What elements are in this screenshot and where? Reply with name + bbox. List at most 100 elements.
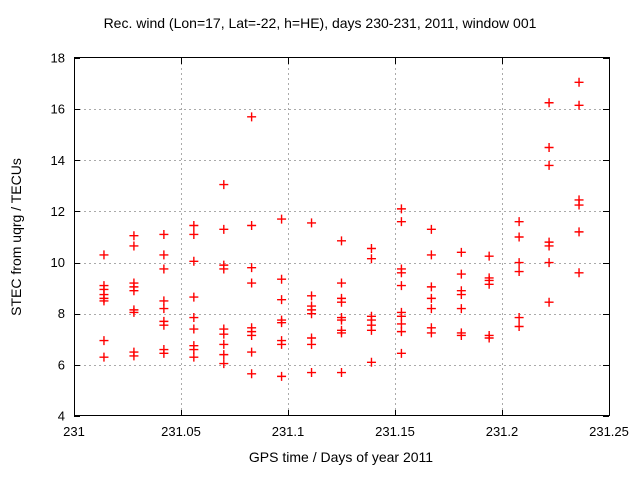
data-point-marker [277, 318, 287, 328]
data-point-marker [426, 282, 436, 292]
data-point-marker [219, 180, 229, 190]
data-point-marker [426, 224, 436, 234]
y-tick-label: 6 [58, 357, 65, 372]
data-point-marker [574, 200, 584, 210]
data-point-marker [396, 311, 406, 321]
data-point-marker [219, 339, 229, 349]
data-point-marker [426, 328, 436, 338]
data-point-marker [277, 274, 287, 284]
data-point-marker [159, 229, 169, 239]
data-point-marker [574, 77, 584, 87]
chart-title: Rec. wind (Lon=17, Lat=-22, h=HE), days … [104, 15, 537, 31]
data-point-marker [189, 324, 199, 334]
data-point-marker [307, 368, 317, 378]
data-point-marker [514, 322, 524, 331]
data-point-marker [189, 313, 199, 323]
data-point-marker [484, 251, 494, 261]
data-point-marker [366, 254, 376, 264]
x-tick-label: 231.2 [486, 424, 519, 439]
data-point-marker [514, 313, 524, 323]
data-point-marker [99, 352, 109, 362]
data-point-marker [544, 297, 554, 307]
data-point-marker [456, 330, 466, 340]
y-tick-label: 16 [51, 102, 65, 117]
data-point-marker [277, 339, 287, 349]
data-point-marker [396, 217, 406, 227]
data-point-marker [99, 250, 109, 260]
data-point-marker [247, 369, 257, 379]
data-point-marker [426, 304, 436, 314]
data-point-marker [189, 352, 199, 362]
data-point-marker [219, 350, 229, 360]
data-point-marker [456, 304, 466, 314]
data-point-marker [159, 320, 169, 330]
data-point-marker [307, 291, 317, 301]
data-point-marker [544, 241, 554, 251]
data-point-marker [247, 263, 257, 273]
data-point-marker [159, 264, 169, 274]
data-point-marker [514, 232, 524, 242]
y-tick-label: 14 [51, 153, 65, 168]
y-tick-label: 8 [58, 306, 65, 321]
data-point-marker [159, 348, 169, 358]
data-point-marker [396, 319, 406, 329]
data-point-marker [189, 292, 199, 302]
data-point-marker [544, 160, 554, 170]
data-point-marker [544, 98, 554, 108]
x-tick-label: 231.15 [375, 424, 415, 439]
data-point-marker [219, 224, 229, 234]
data-point-marker [307, 339, 317, 349]
data-point-marker [426, 293, 436, 303]
y-tick-label: 10 [51, 255, 65, 270]
data-point-marker [514, 258, 524, 268]
data-point-marker [574, 227, 584, 237]
data-point-marker [129, 286, 139, 296]
data-point-marker [99, 336, 109, 346]
x-tick-label: 231.25 [589, 424, 629, 439]
data-point-marker [247, 112, 257, 122]
y-tick-label: 12 [51, 204, 65, 219]
data-point-marker [396, 348, 406, 358]
tick-labels: 231 231.05 231.1 231.15 231.2 231.25 4 6 8 10 12 14… [51, 51, 629, 440]
data-point-marker [366, 357, 376, 367]
data-point-marker [456, 247, 466, 257]
data-point-marker [544, 143, 554, 152]
y-tick-label: 18 [51, 51, 65, 66]
gridlines [74, 58, 609, 416]
data-point-marker [189, 220, 199, 230]
data-point-marker [189, 256, 199, 266]
data-point-marker [247, 220, 257, 230]
data-point-marker [337, 278, 346, 288]
data-point-marker [189, 345, 199, 355]
data-point-marker [574, 100, 584, 110]
data-point-marker [247, 347, 257, 357]
x-tick-label: 231.1 [272, 424, 305, 439]
data-point-marker [396, 327, 406, 337]
data-point-marker [129, 307, 139, 317]
data-point-marker [514, 267, 524, 277]
data-point-marker [337, 368, 346, 378]
x-tick-label: 231 [63, 424, 85, 439]
data-point-marker [159, 296, 169, 306]
data-point-marker [366, 325, 376, 335]
data-point-marker [129, 231, 139, 241]
y-tick-label: 4 [58, 409, 65, 424]
data-point-marker [219, 329, 229, 339]
data-point-marker [219, 264, 229, 274]
data-point-marker [189, 229, 199, 239]
data-point-marker [574, 268, 584, 278]
data-point-marker [337, 328, 346, 338]
x-tick-label: 231.05 [161, 424, 201, 439]
data-point-marker [277, 371, 287, 381]
data-point-marker [396, 268, 406, 278]
data-point-marker [484, 333, 494, 343]
data-point-marker [307, 218, 317, 228]
y-axis-label: STEC from uqrg / TECUs [8, 158, 24, 316]
data-point-marker [396, 281, 406, 291]
data-point-marker [219, 359, 229, 369]
data-point-marker [366, 244, 376, 254]
data-point-marker [484, 279, 494, 289]
data-point-marker [99, 296, 109, 306]
